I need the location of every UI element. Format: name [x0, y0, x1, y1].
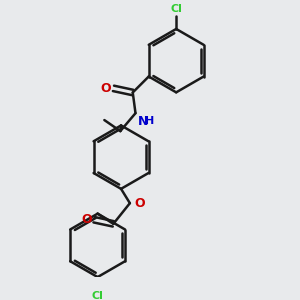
- Text: N: N: [138, 116, 148, 128]
- Text: O: O: [81, 213, 92, 226]
- Text: Cl: Cl: [170, 4, 182, 14]
- Text: Cl: Cl: [92, 291, 103, 300]
- Text: O: O: [134, 197, 145, 210]
- Text: O: O: [100, 82, 111, 95]
- Text: H: H: [146, 116, 155, 126]
